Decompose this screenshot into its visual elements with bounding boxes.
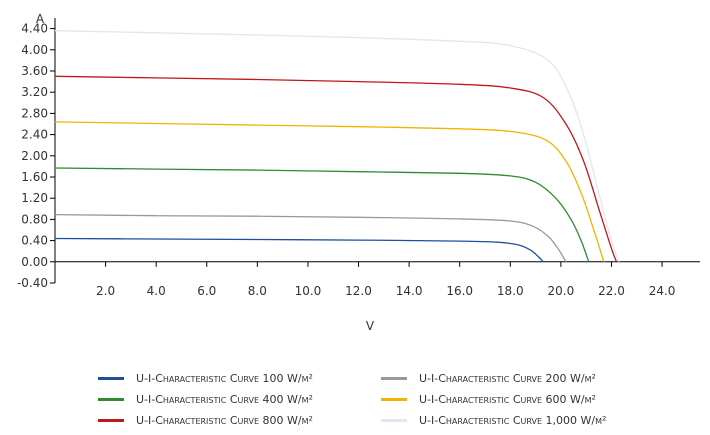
x-tick-label: 8.0 [248, 284, 267, 298]
legend-item: U-I-Characteristic Curve 600 W/m² [381, 391, 681, 408]
legend-swatch [381, 377, 407, 380]
y-tick-label: 0.40 [21, 234, 48, 248]
x-tick-label: 2.0 [96, 284, 115, 298]
legend: U-I-Characteristic Curve 100 W/m² U-I-Cha… [98, 370, 698, 429]
legend-swatch [381, 419, 407, 422]
legend-label: U-I-Characteristic Curve 400 W/m² [136, 393, 313, 406]
y-tick-label: 3.60 [21, 64, 48, 78]
x-tick-label: 12.0 [345, 284, 372, 298]
y-tick-label: 1.60 [21, 170, 48, 184]
legend-swatch [381, 398, 407, 401]
legend-label: U-I-Characteristic Curve 1,000 W/m² [419, 414, 607, 427]
legend-label: U-I-Characteristic Curve 200 W/m² [419, 372, 596, 385]
y-axis-title: A [36, 12, 45, 26]
legend-label: U-I-Characteristic Curve 600 W/m² [419, 393, 596, 406]
y-tick-label: 4.00 [21, 43, 48, 57]
x-tick-label: 10.0 [295, 284, 322, 298]
y-tick-label: 2.00 [21, 149, 48, 163]
series-layer [54, 30, 620, 263]
y-tick-label: -0.40 [17, 276, 48, 290]
legend-label: U-I-Characteristic Curve 100 W/m² [136, 372, 313, 385]
y-tick-label: 3.20 [21, 85, 48, 99]
y-tick-label: 1.20 [21, 191, 48, 205]
legend-swatch [98, 398, 124, 401]
y-tick-label: 0.80 [21, 212, 48, 226]
series-line-6 [54, 30, 620, 263]
legend-item: U-I-Characteristic Curve 400 W/m² [98, 391, 381, 408]
legend-item: U-I-Characteristic Curve 200 W/m² [381, 370, 681, 387]
legend-label: U-I-Characteristic Curve 800 W/m² [136, 414, 313, 427]
legend-swatch [98, 377, 124, 380]
y-tick-label: 2.40 [21, 128, 48, 142]
series-line-1 [54, 237, 544, 263]
series-line-2 [54, 213, 567, 263]
x-tick-label: 22.0 [598, 284, 625, 298]
legend-swatch [98, 419, 124, 422]
series-line-3 [54, 167, 590, 263]
x-axis-title: V [366, 319, 375, 333]
y-tick-label: 0.00 [21, 255, 48, 269]
legend-item: U-I-Characteristic Curve 1,000 W/m² [381, 412, 681, 429]
x-tick-label: 4.0 [147, 284, 166, 298]
x-tick-label: 6.0 [197, 284, 216, 298]
axes: -0.40 0.00 0.40 0.80 1.20 1.60 2.00 2.40 2.80 3.2… [17, 18, 700, 298]
legend-item: U-I-Characteristic Curve 100 W/m² [98, 370, 381, 387]
y-tick-label: 4.40 [21, 22, 48, 36]
y-tick-label: 2.80 [21, 106, 48, 120]
x-tick-label: 14.0 [396, 284, 423, 298]
series-line-5 [54, 75, 618, 263]
x-tick-label: 20.0 [548, 284, 575, 298]
legend-item: U-I-Characteristic Curve 800 W/m² [98, 412, 381, 429]
x-tick-label: 16.0 [446, 284, 473, 298]
x-tick-label: 24.0 [649, 284, 676, 298]
series-line-4 [54, 121, 605, 262]
x-tick-label: 18.0 [497, 284, 524, 298]
